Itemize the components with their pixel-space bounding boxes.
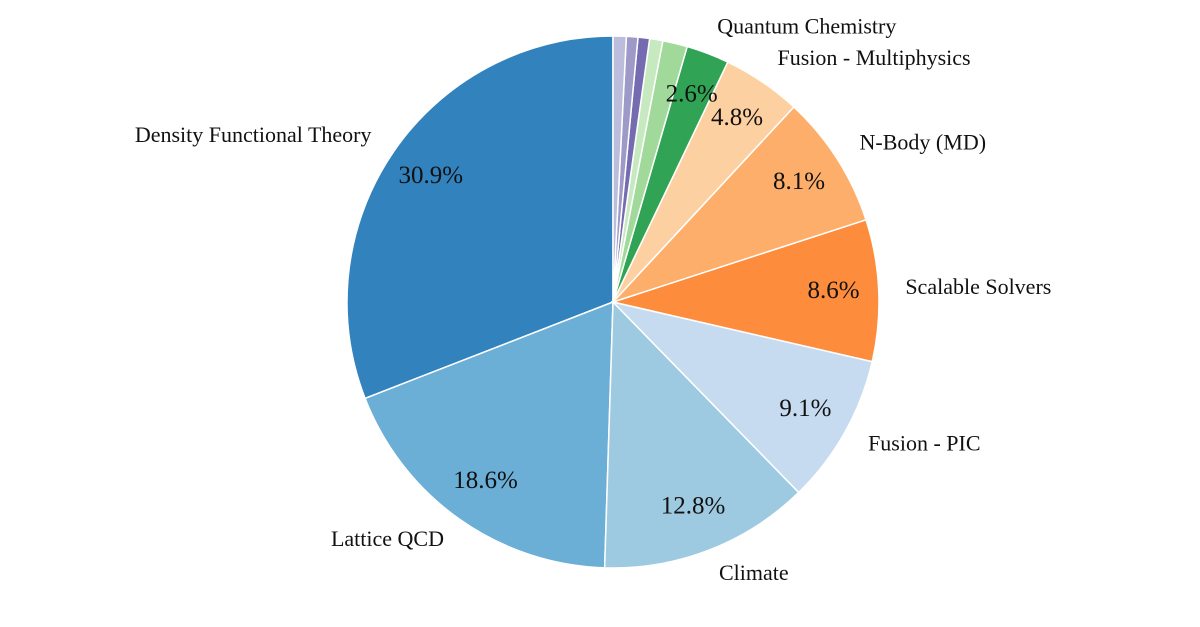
percent-label: 30.9% xyxy=(398,162,463,189)
pie-slice xyxy=(346,35,614,400)
pie-slice xyxy=(603,300,800,569)
slice-label: Lattice QCD xyxy=(331,526,444,551)
slice-label: Scalable Solvers xyxy=(905,274,1051,299)
slice-label: Density Functional Theory xyxy=(135,122,372,147)
percent-label: 4.8% xyxy=(711,104,763,131)
pie-slice xyxy=(612,35,628,303)
slice-label: Quantum Chemistry xyxy=(717,14,896,39)
percent-label: 8.1% xyxy=(773,168,825,195)
percent-label: 18.6% xyxy=(453,467,518,494)
slice-label: Fusion - Multiphysics xyxy=(777,45,970,70)
pie-slice xyxy=(610,105,867,304)
percent-label: 2.6% xyxy=(666,80,718,107)
percent-label: 12.8% xyxy=(661,493,726,520)
slice-label: Fusion - PIC xyxy=(868,430,980,455)
percent-label: 9.1% xyxy=(779,395,831,422)
pie-slice xyxy=(610,300,874,494)
slice-label: N-Body (MD) xyxy=(860,129,987,154)
pie-slice xyxy=(364,300,614,569)
pie-slice xyxy=(610,218,880,363)
slice-label: Climate xyxy=(719,560,789,585)
percent-label: 8.6% xyxy=(808,277,860,304)
